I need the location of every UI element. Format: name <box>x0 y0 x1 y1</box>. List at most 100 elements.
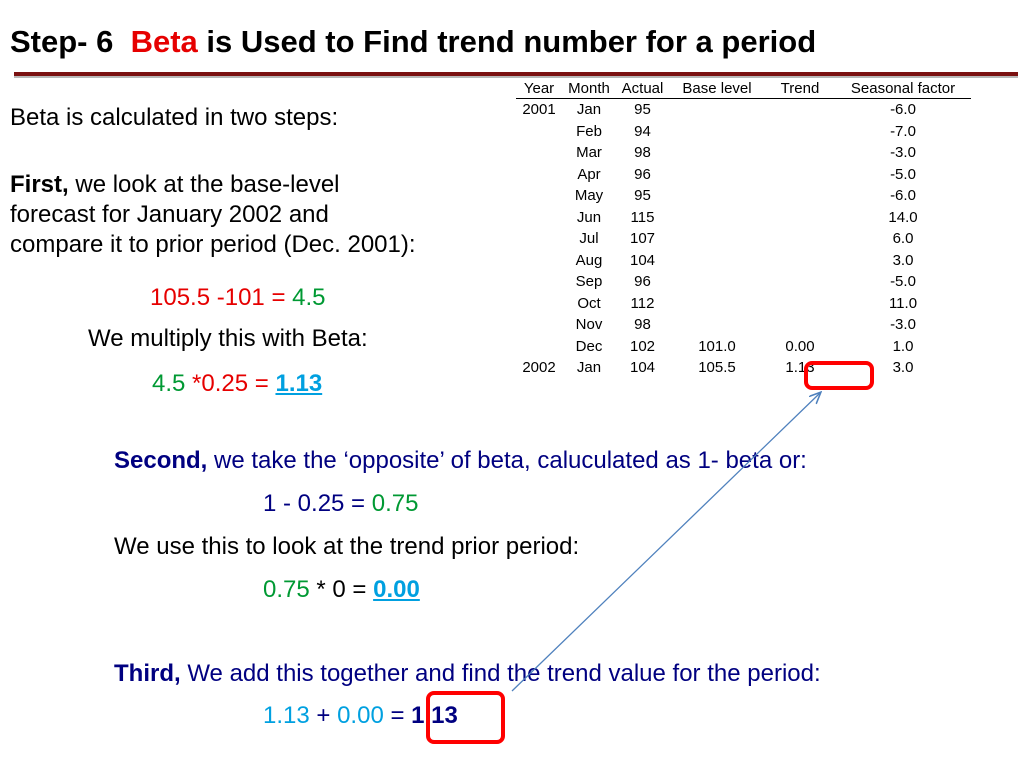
cell-seasonal-factor: -6.0 <box>890 187 916 205</box>
header-seasonal-factor: Seasonal factor <box>835 79 971 99</box>
second-calc-expr: 1 - 0.25 = <box>263 490 366 517</box>
second-text: we take the ‘opposite’ of beta, calucula… <box>214 447 807 474</box>
second-paragraph: Second, we take the ‘opposite’ of beta, … <box>114 447 807 475</box>
forecast-table: Year Month Actual Base level Trend Seaso… <box>516 79 971 379</box>
third-text: We add this together and find the trend … <box>187 660 821 687</box>
cell-actual: 115 <box>630 208 655 226</box>
cell-year <box>516 121 562 143</box>
cell-actual: 94 <box>634 122 651 140</box>
cell-seasonal-factor: 11.0 <box>888 294 918 312</box>
first-line3: compare it to prior period (Dec. 2001): <box>10 231 416 258</box>
header-actual: Actual <box>616 79 669 99</box>
cell-trend <box>765 314 835 336</box>
intro-text: Beta is calculated in two steps: <box>10 104 339 131</box>
cell-seasonal-factor: 3.0 <box>892 359 914 377</box>
second-calc: 1 - 0.25 = 0.75 <box>263 490 418 518</box>
second-use-text: We use this to look at the trend prior p… <box>114 533 580 560</box>
cell-seasonal-factor: -3.0 <box>890 144 916 162</box>
third-calc-a: 1.13 <box>263 702 310 729</box>
cell-trend <box>765 207 835 229</box>
table-row: Sep 96 -5.0 <box>516 271 971 293</box>
first-calc2: 4.5 *0.25 = 1.13 <box>152 370 322 398</box>
second-calc2-a: 0.75 <box>263 576 310 603</box>
cell-year <box>516 164 562 186</box>
first-calc2-a: 4.5 <box>152 370 186 397</box>
table-row: Nov 98 -3.0 <box>516 314 971 336</box>
first-paragraph: First, we look at the base-level forecas… <box>10 170 416 260</box>
third-label: Third, <box>114 660 181 687</box>
third-calc-eq: = <box>390 702 405 729</box>
cell-month: Apr <box>577 165 601 183</box>
cell-trend <box>765 164 835 186</box>
cell-year: 2002 <box>522 359 556 377</box>
table-row: Feb 94 -7.0 <box>516 121 971 143</box>
third-calc-plus: + <box>316 702 331 729</box>
cell-month: Dec <box>575 337 603 355</box>
cell-month: Aug <box>575 251 603 269</box>
cell-year <box>516 142 562 164</box>
third-calc: 1.13 + 0.00 = 1.13 <box>263 702 458 730</box>
cell-trend <box>765 250 835 272</box>
table-row: Jul 107 6.0 <box>516 228 971 250</box>
title-rule-shadow <box>14 76 1018 78</box>
cell-seasonal-factor: -3.0 <box>890 316 916 334</box>
cell-seasonal-factor: -5.0 <box>890 273 916 291</box>
table-row: Dec 102 101.0 0.00 1.0 <box>516 336 971 358</box>
cell-year: 2001 <box>522 101 556 119</box>
cell-month: Jan <box>576 101 602 119</box>
cell-month: Mar <box>576 144 602 162</box>
cell-seasonal-factor: 6.0 <box>892 230 914 248</box>
cell-month: Sep <box>575 273 603 291</box>
cell-trend <box>765 142 835 164</box>
first-calc2-op: * <box>192 370 202 397</box>
cell-month: Jun <box>576 208 602 226</box>
first-calc2-result: 1.13 <box>275 370 323 397</box>
first-calc2-eq: = <box>254 370 269 397</box>
third-calc-result: 1.13 <box>411 702 458 729</box>
cell-month: Feb <box>576 122 602 140</box>
first-label: First, <box>10 171 69 198</box>
second-calc2-result: 0.00 <box>373 576 420 603</box>
second-label: Second, <box>114 447 208 474</box>
cell-base-level <box>669 185 765 207</box>
header-base-level: Base level <box>669 79 765 99</box>
table-row: May 95 -6.0 <box>516 185 971 207</box>
table-row: Jun 115 14.0 <box>516 207 971 229</box>
cell-actual: 112 <box>630 294 655 312</box>
first-calc2-b: 0.25 <box>201 370 249 397</box>
cell-trend <box>765 228 835 250</box>
cell-actual: 98 <box>634 316 651 334</box>
table-body: 2001 Jan 95 -6.0 Feb 94 -7.0 Mar 98 -3.0 Apr 96 -5.0… <box>516 99 971 379</box>
table-header-row: Year Month Actual Base level Trend Seaso… <box>516 79 971 99</box>
first-calc-result: 4.5 <box>292 284 326 311</box>
cell-year <box>516 271 562 293</box>
cell-year <box>516 314 562 336</box>
cell-month: Nov <box>575 316 603 334</box>
second-calc-result: 0.75 <box>371 490 419 517</box>
title-suffix: is Used to Find trend number for a perio… <box>206 24 817 59</box>
table-row: Mar 98 -3.0 <box>516 142 971 164</box>
cell-trend: 0.00 <box>785 337 815 355</box>
cell-seasonal-factor: -6.0 <box>890 101 916 119</box>
cell-base-level <box>669 250 765 272</box>
cell-actual: 104 <box>629 251 656 269</box>
cell-seasonal-factor: 1.0 <box>892 337 914 355</box>
slide-title: Step- 6 Beta is Used to Find trend numbe… <box>10 24 816 60</box>
cell-year <box>516 185 562 207</box>
cell-actual: 107 <box>629 230 656 248</box>
cell-base-level <box>669 99 765 121</box>
cell-seasonal-factor: 3.0 <box>892 251 914 269</box>
cell-trend <box>765 293 835 315</box>
table-row: Apr 96 -5.0 <box>516 164 971 186</box>
title-prefix: Step- 6 <box>10 24 114 59</box>
cell-trend <box>765 271 835 293</box>
cell-year <box>516 228 562 250</box>
cell-base-level <box>669 293 765 315</box>
table-row: 2001 Jan 95 -6.0 <box>516 99 971 121</box>
header-trend: Trend <box>765 79 835 99</box>
trend-highlight-box <box>804 361 874 390</box>
first-calc-a: 105.5 <box>150 284 211 311</box>
second-calc2: 0.75 * 0 = 0.00 <box>263 576 420 604</box>
cell-trend <box>765 185 835 207</box>
header-month: Month <box>562 79 616 99</box>
